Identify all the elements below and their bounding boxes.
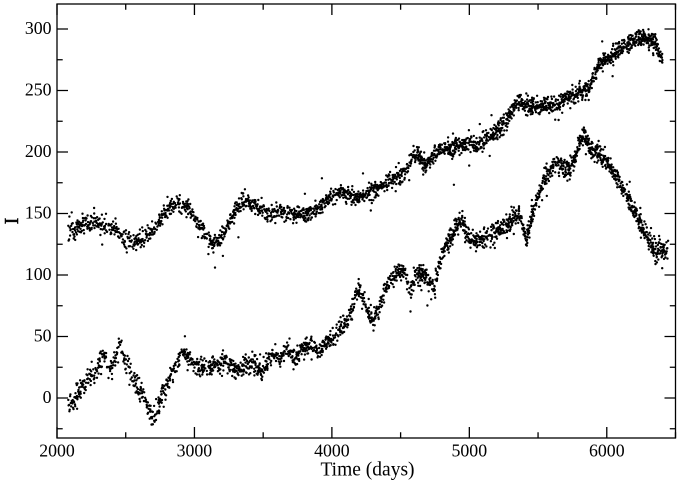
svg-text:100: 100 (25, 264, 52, 284)
svg-text:3000: 3000 (177, 441, 213, 461)
svg-text:200: 200 (25, 141, 52, 161)
svg-text:250: 250 (25, 80, 52, 100)
svg-text:50: 50 (34, 326, 52, 346)
svg-text:6000: 6000 (589, 441, 625, 461)
svg-text:2000: 2000 (39, 441, 75, 461)
svg-text:4000: 4000 (314, 441, 350, 461)
svg-text:Time (days): Time (days) (320, 460, 414, 481)
svg-text:I: I (2, 218, 23, 225)
svg-text:0: 0 (43, 387, 52, 407)
svg-text:5000: 5000 (452, 441, 488, 461)
svg-text:150: 150 (25, 203, 52, 223)
svg-text:300: 300 (25, 18, 52, 38)
